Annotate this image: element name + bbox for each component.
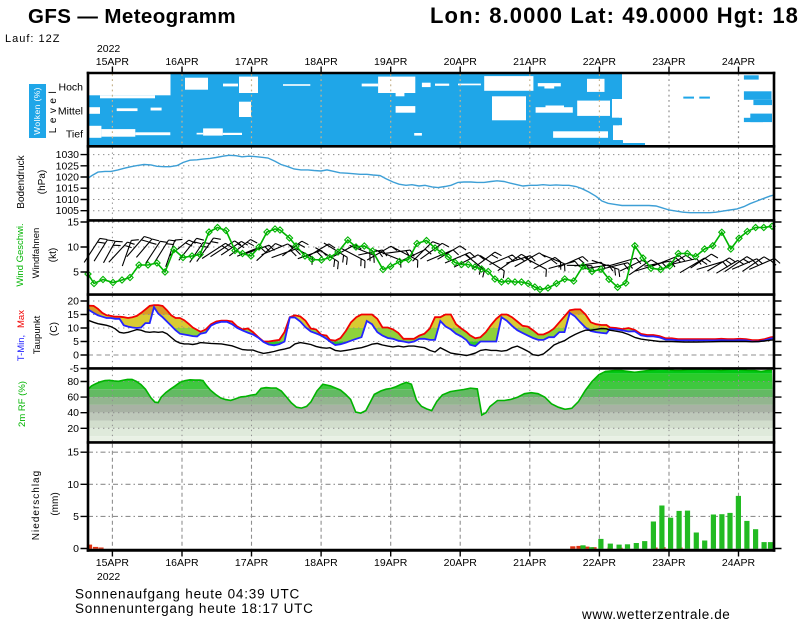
- svg-text:2022: 2022: [97, 571, 121, 583]
- svg-text:1010: 1010: [56, 194, 80, 206]
- svg-text:0: 0: [73, 350, 79, 362]
- svg-text:Bodendruck: Bodendruck: [16, 154, 27, 208]
- svg-text:(mm): (mm): [50, 492, 61, 515]
- svg-text:21APR: 21APR: [513, 557, 547, 569]
- svg-text:Windfahnen: Windfahnen: [31, 228, 42, 279]
- svg-text:Sonnenaufgang heute 04:39 UTC: Sonnenaufgang heute 04:39 UTC: [75, 587, 300, 602]
- svg-text:22APR: 22APR: [583, 557, 617, 569]
- svg-text:16APR: 16APR: [165, 56, 199, 68]
- svg-text:5: 5: [73, 267, 79, 279]
- svg-text:15APR: 15APR: [96, 56, 130, 68]
- svg-text:T-Min,: T-Min,: [16, 335, 27, 361]
- svg-text:Hoch: Hoch: [58, 82, 83, 94]
- svg-text:Sonnenuntergang heute 18:17 UT: Sonnenuntergang heute 18:17 UTC: [75, 601, 314, 616]
- svg-text:(hPa): (hPa): [37, 170, 48, 194]
- svg-text:(C): (C): [49, 322, 60, 336]
- svg-text:1030: 1030: [56, 149, 80, 161]
- svg-text:15: 15: [67, 217, 79, 229]
- svg-text:GFS — Meteogramm: GFS — Meteogramm: [28, 5, 236, 28]
- svg-text:Taupunkt: Taupunkt: [32, 315, 43, 354]
- svg-text:Lon: 8.0000 Lat: 49.0000 Hgt:: Lon: 8.0000 Lat: 49.0000 Hgt: 18: [430, 3, 799, 28]
- svg-text:10: 10: [67, 242, 79, 254]
- svg-text:2022: 2022: [97, 43, 121, 55]
- svg-text:21APR: 21APR: [513, 56, 547, 68]
- svg-text:24APR: 24APR: [722, 557, 756, 569]
- svg-text:15: 15: [67, 309, 79, 321]
- svg-text:Wind Geschwi.: Wind Geschwi.: [15, 223, 26, 286]
- svg-text:60: 60: [67, 392, 79, 404]
- svg-text:Max: Max: [16, 310, 27, 328]
- svg-text:20APR: 20APR: [444, 557, 478, 569]
- svg-text:20: 20: [67, 296, 79, 308]
- svg-text:18APR: 18APR: [304, 56, 338, 68]
- svg-text:24APR: 24APR: [722, 56, 756, 68]
- svg-text:17APR: 17APR: [235, 557, 269, 569]
- svg-text:Wolken (%): Wolken (%): [32, 87, 42, 135]
- svg-text:10: 10: [67, 479, 79, 491]
- svg-text:20APR: 20APR: [444, 56, 478, 68]
- svg-text:23APR: 23APR: [652, 56, 686, 68]
- svg-text:Mittel: Mittel: [58, 106, 83, 118]
- svg-text:-5: -5: [70, 363, 79, 375]
- svg-text:Tief: Tief: [66, 129, 83, 141]
- svg-text:Lauf: 12Z: Lauf: 12Z: [5, 33, 60, 45]
- svg-text:17APR: 17APR: [235, 56, 269, 68]
- svg-text:www.wetterzentrale.de: www.wetterzentrale.de: [581, 607, 730, 622]
- svg-text:18APR: 18APR: [304, 557, 338, 569]
- svg-text:Niederschlag: Niederschlag: [31, 470, 42, 540]
- svg-text:5: 5: [73, 336, 79, 348]
- svg-text:40: 40: [67, 407, 79, 419]
- svg-text:2m RF (%): 2m RF (%): [17, 381, 28, 427]
- svg-text:15: 15: [67, 447, 79, 459]
- svg-text:5: 5: [73, 511, 79, 523]
- svg-text:1020: 1020: [56, 172, 80, 184]
- svg-text:(kt): (kt): [48, 248, 59, 262]
- svg-text:10: 10: [67, 323, 79, 335]
- svg-text:19APR: 19APR: [374, 56, 408, 68]
- svg-text:Level: Level: [48, 87, 59, 133]
- svg-text:1005: 1005: [56, 205, 80, 217]
- svg-text:80: 80: [67, 376, 79, 388]
- svg-text:22APR: 22APR: [583, 56, 617, 68]
- svg-text:23APR: 23APR: [652, 557, 686, 569]
- svg-text:19APR: 19APR: [374, 557, 408, 569]
- svg-text:20: 20: [67, 423, 79, 435]
- svg-text:0: 0: [73, 543, 79, 555]
- svg-text:16APR: 16APR: [165, 557, 199, 569]
- svg-text:15APR: 15APR: [96, 557, 130, 569]
- svg-text:1015: 1015: [56, 183, 80, 195]
- svg-text:1025: 1025: [56, 160, 80, 172]
